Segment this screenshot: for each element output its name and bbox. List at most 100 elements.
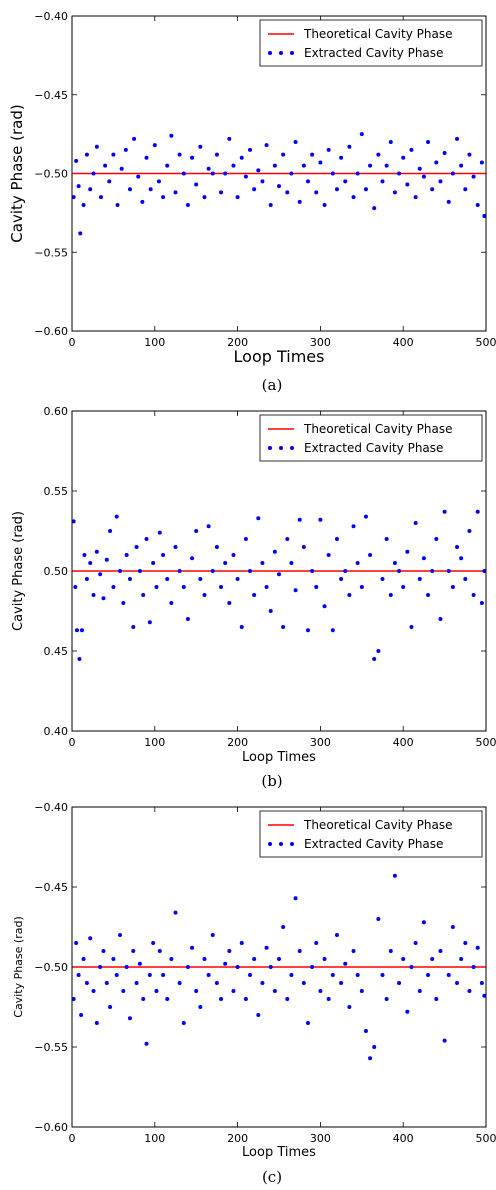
data-point bbox=[459, 556, 464, 561]
y-tick-label: −0.55 bbox=[34, 1041, 68, 1054]
data-point bbox=[148, 187, 153, 192]
data-point bbox=[144, 155, 149, 160]
caption-c: (c) bbox=[262, 1168, 282, 1186]
data-point bbox=[84, 152, 89, 157]
data-point bbox=[231, 989, 236, 993]
data-point bbox=[243, 537, 248, 541]
data-point bbox=[71, 997, 76, 1001]
data-point bbox=[177, 981, 182, 985]
data-point bbox=[355, 973, 360, 977]
data-point bbox=[144, 1041, 149, 1046]
data-point bbox=[137, 961, 142, 966]
data-point bbox=[450, 585, 455, 589]
data-point bbox=[198, 1005, 203, 1009]
data-point bbox=[434, 997, 439, 1001]
data-point bbox=[219, 190, 224, 195]
legend-label-theoretical: Theoretical Cavity Phase bbox=[303, 422, 452, 436]
data-point bbox=[181, 1021, 186, 1025]
data-point bbox=[98, 195, 103, 200]
data-point bbox=[322, 957, 327, 961]
data-point bbox=[446, 973, 451, 977]
data-point bbox=[76, 973, 81, 977]
data-point bbox=[152, 143, 157, 148]
data-point bbox=[471, 965, 476, 969]
data-point bbox=[104, 557, 109, 562]
data-point bbox=[235, 577, 240, 581]
data-point bbox=[376, 152, 381, 157]
data-point bbox=[173, 910, 178, 915]
data-point bbox=[455, 981, 460, 985]
data-point bbox=[426, 593, 431, 597]
data-point bbox=[81, 203, 86, 207]
data-point bbox=[330, 171, 335, 176]
data-point bbox=[76, 184, 81, 189]
data-point bbox=[413, 521, 418, 525]
data-point bbox=[285, 190, 290, 195]
data-point bbox=[281, 925, 286, 929]
data-point bbox=[297, 199, 302, 204]
legend-label-theoretical: Theoretical Cavity Phase bbox=[303, 818, 452, 832]
data-point bbox=[98, 572, 103, 577]
data-point bbox=[210, 933, 215, 937]
data-point bbox=[421, 174, 426, 179]
data-point bbox=[79, 1013, 84, 1017]
legend-marker bbox=[268, 842, 272, 846]
data-point bbox=[264, 945, 269, 950]
data-point bbox=[88, 936, 93, 941]
data-point bbox=[305, 179, 310, 184]
data-point bbox=[108, 529, 113, 533]
data-point bbox=[169, 601, 174, 605]
data-point bbox=[277, 184, 281, 189]
data-point bbox=[243, 997, 248, 1001]
data-point bbox=[71, 195, 76, 200]
data-point bbox=[384, 537, 389, 541]
data-point bbox=[405, 549, 410, 554]
x-tick-label: 400 bbox=[393, 336, 414, 349]
data-point bbox=[127, 187, 132, 192]
data-point bbox=[248, 569, 253, 573]
data-point bbox=[455, 545, 460, 549]
data-point bbox=[77, 657, 82, 661]
data-point bbox=[442, 151, 447, 156]
x-tick-label: 500 bbox=[476, 1132, 496, 1145]
y-axis-label: Cavity Phase (rad) bbox=[12, 916, 25, 1017]
data-point bbox=[380, 973, 385, 977]
data-point bbox=[467, 152, 472, 157]
legend-marker bbox=[290, 446, 294, 450]
caption-a: (a) bbox=[262, 376, 283, 394]
data-point bbox=[301, 545, 306, 549]
x-tick-label: 300 bbox=[310, 1132, 331, 1145]
data-point bbox=[463, 577, 468, 581]
data-point bbox=[388, 949, 393, 953]
data-point bbox=[239, 941, 244, 945]
data-point bbox=[252, 187, 257, 192]
data-point bbox=[243, 174, 248, 179]
data-point bbox=[154, 989, 159, 993]
data-point bbox=[98, 965, 103, 969]
data-point bbox=[438, 617, 443, 621]
caption-b: (b) bbox=[261, 772, 282, 790]
data-point bbox=[202, 957, 207, 961]
data-point bbox=[392, 190, 397, 195]
data-point bbox=[223, 961, 228, 966]
data-point bbox=[326, 147, 331, 152]
data-point bbox=[351, 195, 356, 200]
data-point bbox=[161, 195, 166, 200]
x-tick-label: 0 bbox=[69, 736, 76, 749]
data-point bbox=[413, 195, 418, 200]
data-point bbox=[161, 973, 166, 977]
data-point bbox=[482, 214, 487, 219]
data-point bbox=[121, 989, 126, 993]
data-point bbox=[359, 585, 364, 589]
data-point bbox=[256, 168, 261, 173]
data-point bbox=[380, 577, 385, 581]
legend-box bbox=[259, 414, 483, 462]
data-point bbox=[127, 1016, 132, 1021]
data-point bbox=[318, 989, 323, 993]
data-point bbox=[210, 171, 215, 176]
data-point bbox=[124, 965, 129, 969]
data-point bbox=[256, 1013, 261, 1017]
data-point bbox=[450, 171, 455, 176]
legend-marker bbox=[268, 446, 272, 450]
